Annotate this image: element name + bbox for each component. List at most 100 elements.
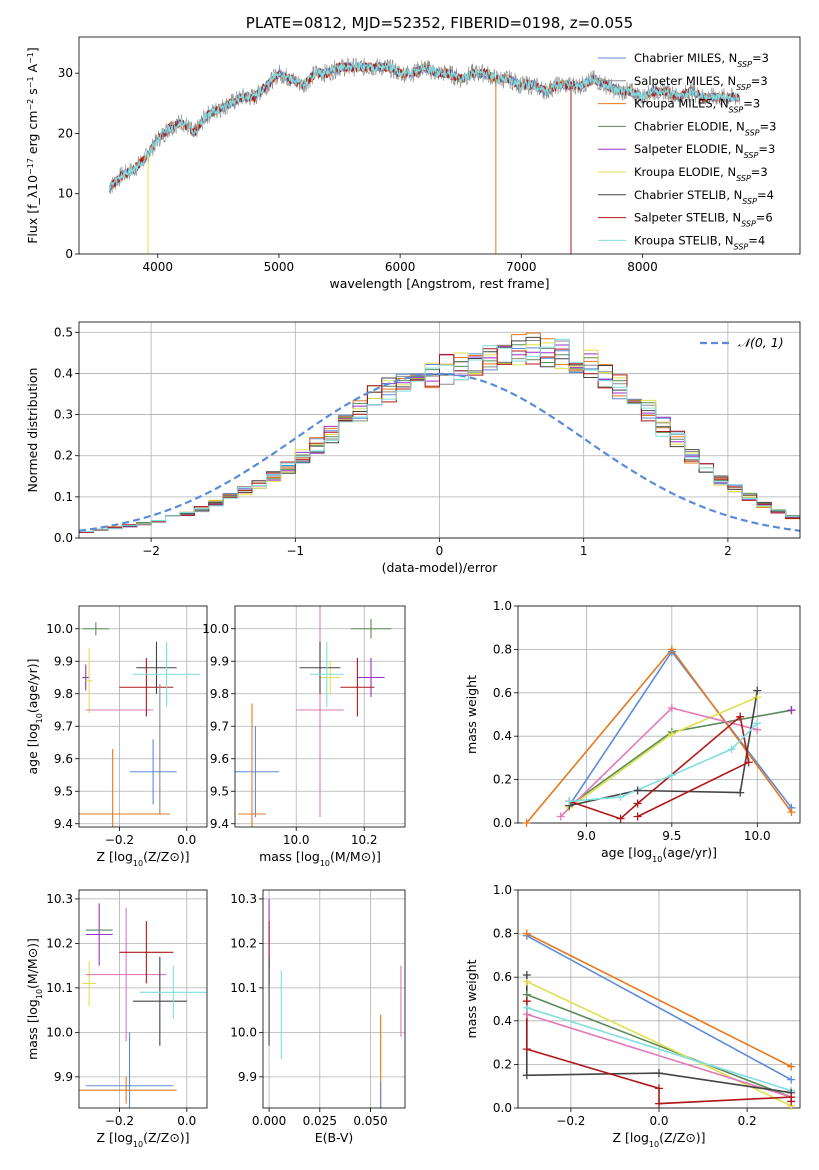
age_vs_mass-plot <box>235 606 392 827</box>
series-marker-salpeter_stelib <box>744 758 753 767</box>
series-marker-salpeter_stelib <box>655 1099 663 1108</box>
series-marker-pink <box>667 703 676 712</box>
series-marker-salpeter_stelib <box>787 1097 796 1106</box>
axes-frame <box>517 605 801 824</box>
y-tick-label: 9.7 <box>210 719 229 733</box>
series-line-kroupa_elodie <box>526 980 792 1107</box>
y-tick-label: 0.8 <box>493 927 512 941</box>
x-tick-label: 0.2 <box>738 1114 757 1128</box>
y-axis-label: mass weight <box>464 959 479 1038</box>
x-tick-label: 9.0 <box>577 829 596 843</box>
y-tick-label: 9.5 <box>54 784 73 798</box>
series-marker-kroupa_stelib <box>616 792 625 801</box>
y-tick-label: 10.2 <box>230 936 257 950</box>
x-axis-label: (data-model)/error <box>382 560 499 575</box>
legend-label: Kroupa ELODIE, NSSP=3 <box>634 165 768 183</box>
series-marker-chabrier_stelib <box>633 786 642 795</box>
y-tick-label: 9.5 <box>210 784 229 798</box>
residual_hist-panel: −2 −1 0 1 2 0.0 0.1 0.2 0.3 0.4 0.5 (data-model)/er… <box>25 321 801 575</box>
x-tick-label: 8000 <box>627 260 658 274</box>
series-marker-chabrier_stelib <box>736 788 745 797</box>
spectrum-plot <box>108 57 740 254</box>
axes-frame <box>78 36 801 255</box>
chart-title: PLATE=0812, MJD=52352, FIBERID=0198, z=0… <box>246 14 633 32</box>
x-axis-label: Z [log10(Z/Z⊙)] <box>96 849 189 868</box>
x-tick-label: 0.050 <box>353 1114 387 1128</box>
y-tick-label: 9.9 <box>210 654 229 668</box>
x-tick-label: 0.0 <box>177 833 196 847</box>
series-marker-kroupa_stelib <box>667 771 676 780</box>
series-marker-kroupa_miles <box>522 929 531 938</box>
y-axis-label: mass weight <box>464 675 479 754</box>
histogram-salpeter_stelib <box>79 348 800 533</box>
y-tick-label: 0.2 <box>54 449 73 463</box>
series-line-chabrier_elodie <box>526 993 792 1098</box>
y-tick-label: 9.4 <box>54 817 73 831</box>
x-tick-label: 2 <box>724 544 732 558</box>
y-tick-label: 20 <box>58 126 73 140</box>
y-tick-label: 0.4 <box>493 1014 512 1028</box>
y-tick-label: 1.0 <box>493 883 512 897</box>
y-tick-label: 10.3 <box>46 892 73 906</box>
series-marker-salpeter_elodie <box>787 706 796 715</box>
legend-label: 𝒩(0, 1) <box>738 335 784 350</box>
histogram-kroupa_stelib <box>79 338 800 532</box>
series-marker-chabrier_miles <box>787 1075 796 1084</box>
series-line-salpeter_stelib <box>569 715 750 820</box>
y-tick-label: 10.3 <box>230 892 257 906</box>
x-tick-label: 1 <box>580 544 588 558</box>
x-axis-label: mass [log10(M/M⊙)] <box>259 849 381 868</box>
axes-frame <box>517 889 801 1109</box>
legend-label: Chabrier STELIB, NSSP=4 <box>634 188 774 206</box>
x-tick-label: 0.0 <box>177 1114 196 1128</box>
legend-label: Chabrier MILES, NSSP=3 <box>634 51 769 69</box>
series-marker-salpeter_stelib <box>633 812 642 821</box>
y-tick-label: 0 <box>65 247 73 261</box>
x-tick-label: 0.000 <box>252 1114 286 1128</box>
y-tick-label: 0.2 <box>493 1057 512 1071</box>
series-marker-kroupa_miles <box>787 1062 796 1071</box>
series-marker-kroupa_stelib <box>727 745 736 754</box>
y-tick-label: 10.0 <box>46 622 73 636</box>
x-tick-label: 10.0 <box>283 833 310 847</box>
y-axis-label: age [log10(age/yr)] <box>25 658 44 774</box>
y-tick-label: 9.6 <box>210 752 229 766</box>
axes-frame <box>234 605 406 828</box>
series-marker-kroupa_miles <box>667 645 676 654</box>
y-tick-label: 9.6 <box>54 752 73 766</box>
massweight_vs_Z-plot <box>526 932 792 1107</box>
axes-frame <box>78 321 801 539</box>
series-line-pink <box>526 1013 792 1098</box>
y-tick-label: 10.0 <box>46 1025 73 1039</box>
series-line-kroupa_miles <box>526 932 792 1068</box>
x-tick-label: 0 <box>436 544 444 558</box>
axes-frame <box>78 889 208 1109</box>
y-tick-label: 0.2 <box>493 773 512 787</box>
series-marker-salpeter_stelib <box>522 997 531 1006</box>
x-tick-label: −1 <box>286 544 304 558</box>
legend-label: Salpeter MILES, NSSP=3 <box>634 74 768 92</box>
age_vs_Z-panel: −0.2 0.0 9.4 9.5 9.6 9.7 9.8 9.9 10.0 Z [log10(Z/… <box>25 605 208 868</box>
series-marker-kroupa_miles <box>522 819 531 827</box>
series-marker-kroupa_stelib <box>753 719 762 728</box>
series-line-kroupa_stelib <box>526 1006 792 1092</box>
y-tick-label: 10.0 <box>202 622 229 636</box>
y-tick-label: 10.1 <box>46 981 73 995</box>
spectrum-line-kroupa_stelib <box>108 61 740 192</box>
x-tick-label: 0.0 <box>649 1114 668 1128</box>
axes-frame <box>262 889 406 1109</box>
series-line-chabrier_miles <box>526 935 792 1081</box>
y-tick-label: 10 <box>58 187 73 201</box>
y-tick-label: 10.2 <box>46 936 73 950</box>
x-tick-label: 6000 <box>385 260 416 274</box>
mass_vs_ebv-panel: 0.000 0.025 0.050 9.9 10.0 10.1 10.2 10.3 E(B-V) <box>230 889 406 1145</box>
y-tick-label: 9.9 <box>238 1070 257 1084</box>
massweight_vs_age-panel: 9.0 9.5 10.0 0.0 0.2 0.4 0.6 0.8 1.0 age [log10(a… <box>464 599 801 864</box>
y-tick-label: 0.4 <box>493 729 512 743</box>
y-tick-label: 0.6 <box>493 686 512 700</box>
legend-label: Salpeter STELIB, NSSP=6 <box>634 211 773 229</box>
y-tick-label: 0.4 <box>54 366 73 380</box>
y-tick-label: 9.8 <box>210 687 229 701</box>
